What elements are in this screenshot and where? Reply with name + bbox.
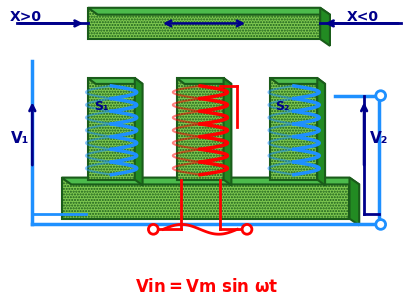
Polygon shape xyxy=(176,78,231,84)
Text: S₁: S₁ xyxy=(94,100,108,112)
Polygon shape xyxy=(223,78,231,185)
Text: X<0: X<0 xyxy=(346,10,377,24)
Circle shape xyxy=(375,91,385,100)
Bar xyxy=(88,78,135,180)
Text: V₁: V₁ xyxy=(11,131,29,146)
Polygon shape xyxy=(88,78,142,84)
Polygon shape xyxy=(88,8,329,15)
Bar xyxy=(270,78,316,180)
Polygon shape xyxy=(316,78,324,185)
Bar xyxy=(62,178,349,219)
Text: V₂: V₂ xyxy=(369,131,387,146)
Circle shape xyxy=(148,225,158,234)
Polygon shape xyxy=(319,8,329,46)
Polygon shape xyxy=(270,78,324,84)
Text: S₂: S₂ xyxy=(275,100,289,112)
Polygon shape xyxy=(135,78,142,185)
Bar xyxy=(88,8,319,39)
Polygon shape xyxy=(62,178,358,184)
Bar xyxy=(176,78,223,180)
Text: $\mathbf{Vin=Vm\ sin\ \omega t}$: $\mathbf{Vin=Vm\ sin\ \omega t}$ xyxy=(135,278,278,296)
Polygon shape xyxy=(349,178,358,225)
Text: X>0: X>0 xyxy=(10,10,42,24)
Circle shape xyxy=(375,219,385,229)
Circle shape xyxy=(242,225,251,234)
